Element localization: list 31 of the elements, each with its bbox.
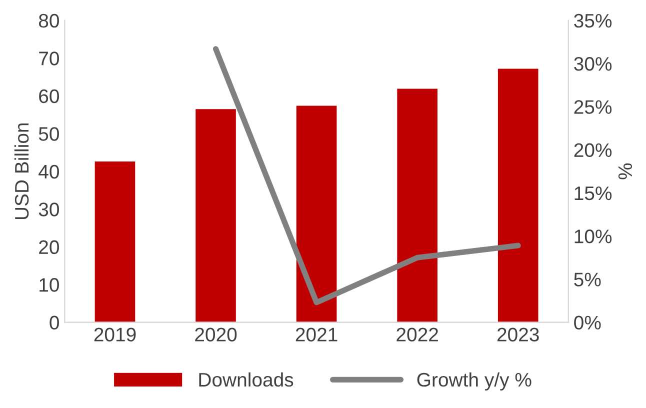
x-tick-label: 2019 — [94, 328, 136, 342]
x-tick-label: 2023 — [497, 328, 539, 342]
bar — [296, 106, 337, 322]
y-tick-label: 50 — [38, 127, 59, 141]
bar — [196, 109, 236, 322]
y2-tick-label: 25% — [574, 100, 612, 114]
y2-tick-label: 0% — [574, 316, 601, 330]
y2-tick-label: 20% — [574, 143, 612, 158]
y-tick-label: 70 — [39, 52, 59, 66]
y2-tick-label: 5% — [574, 272, 601, 286]
y2-axis-title: % — [618, 163, 632, 180]
y-tick-label: 10 — [40, 278, 59, 292]
bar — [498, 68, 538, 322]
legend-label: Downloads — [199, 372, 294, 387]
x-tick-label: 2022 — [396, 328, 438, 342]
y-tick-label: 60 — [39, 89, 59, 104]
bar — [94, 162, 136, 322]
y2-tick-label: 15% — [574, 186, 612, 200]
y2-tick-label: 30% — [574, 57, 612, 71]
y2-tick-label: 10% — [574, 230, 612, 244]
y-tick-label: 20 — [39, 240, 59, 254]
y-tick-label: 30 — [38, 202, 59, 216]
x-tick-label: 2021 — [296, 328, 338, 342]
x-tick-label: 2020 — [195, 328, 237, 342]
y-axis-title: USD Billion — [14, 123, 29, 220]
legend-label: Growth y/y % — [417, 372, 532, 390]
y-tick-label: 0 — [50, 316, 59, 330]
bar — [397, 88, 438, 322]
y-tick-label: 80 — [38, 14, 59, 28]
y2-tick-label: 35% — [574, 14, 612, 28]
y-tick-label: 40 — [38, 164, 59, 179]
